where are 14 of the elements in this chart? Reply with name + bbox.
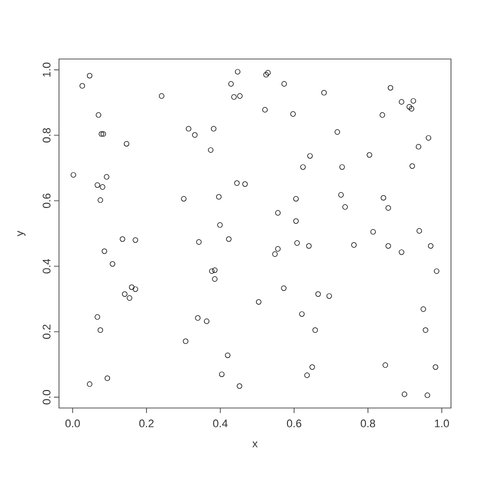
- x-tick-label: 0.2: [139, 420, 154, 428]
- x-axis-title: x: [252, 442, 258, 448]
- x-tick-label: 1.0: [434, 420, 449, 428]
- y-tick-label: 0.4: [42, 258, 50, 274]
- y-tick-label: 0.2: [42, 324, 50, 339]
- x-tick-label: 0.0: [65, 420, 80, 428]
- x-tick-label: 0.6: [286, 420, 302, 428]
- x-tick-label: 0.4: [213, 420, 228, 428]
- y-tick-label: 1.0: [42, 62, 50, 77]
- y-tick-label: 0.6: [42, 194, 50, 208]
- y-tick-label: 0.8: [42, 128, 50, 142]
- y-tick-label: 0.0: [42, 390, 50, 404]
- x-tick-label: 0.8: [360, 420, 376, 428]
- y-axis-title: y: [17, 230, 26, 236]
